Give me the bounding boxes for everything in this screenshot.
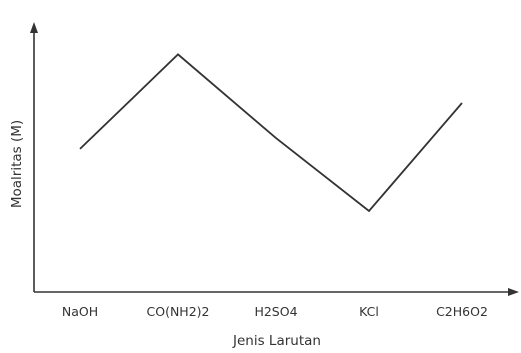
series-line-0 xyxy=(79,53,463,213)
x-tick-label: NaOH xyxy=(62,304,98,319)
x-tick-labels: NaOH CO(NH2)2 H2SO4 KCl C2H6O2 xyxy=(62,304,488,319)
x-tick-label: KCl xyxy=(359,304,379,319)
y-axis-title: Moalritas (M) xyxy=(9,120,25,208)
y-axis-arrow xyxy=(30,22,38,33)
x-axis-title: Jenis Larutan xyxy=(232,333,321,349)
axes xyxy=(30,22,519,296)
x-tick-label: C2H6O2 xyxy=(436,304,488,319)
x-tick-label: H2SO4 xyxy=(254,304,297,319)
x-tick-label: CO(NH2)2 xyxy=(147,304,210,319)
x-axis-arrow xyxy=(508,288,519,296)
series-layer xyxy=(79,53,463,213)
